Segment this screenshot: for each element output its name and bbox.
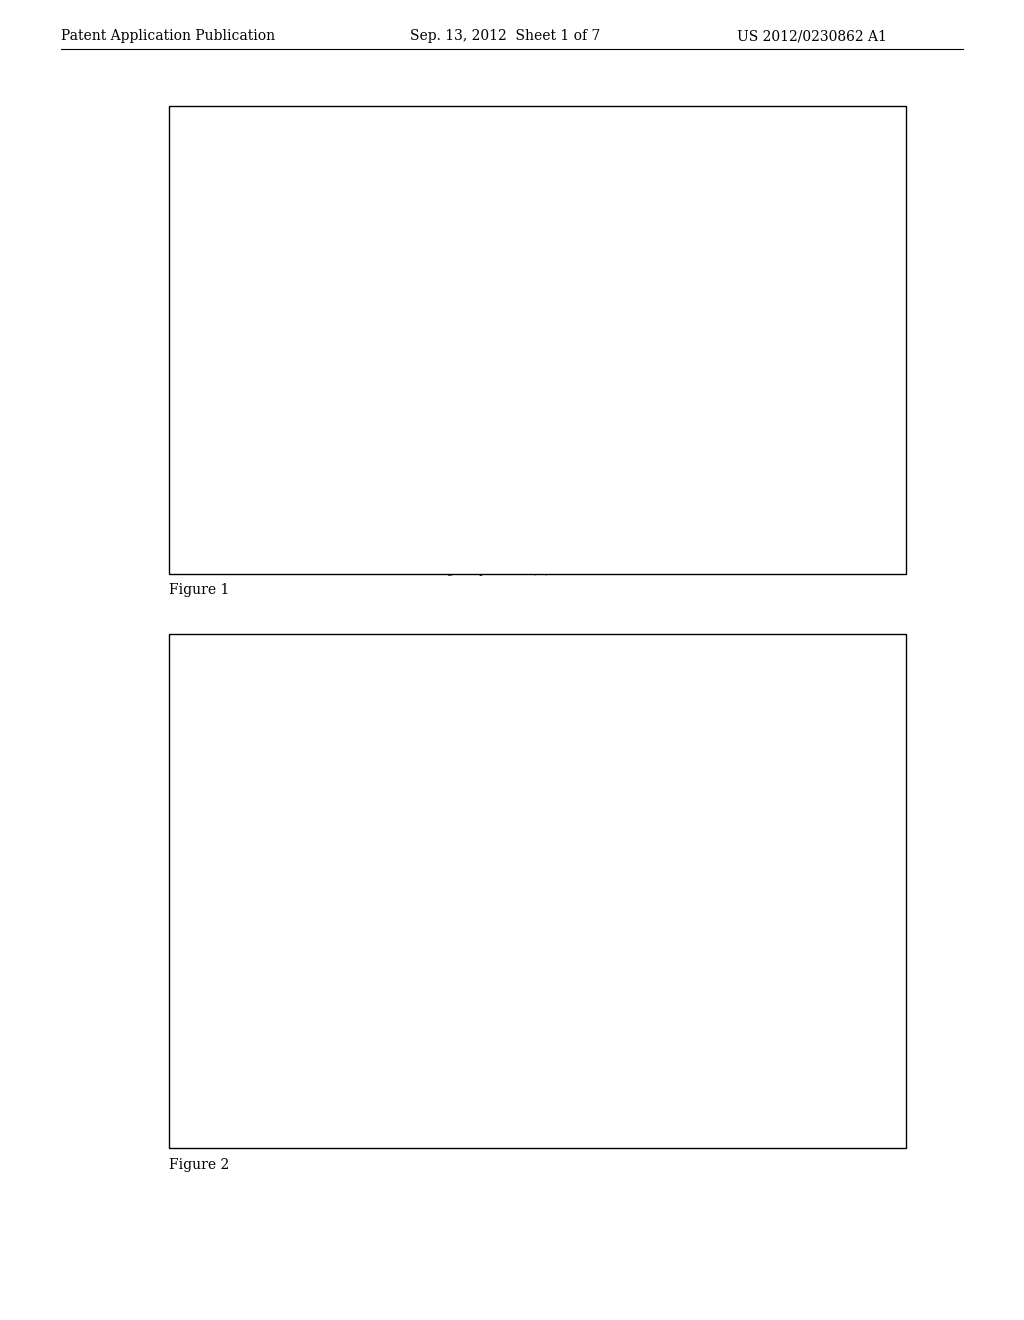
Line: Alloy 4: Alloy 4 [325,392,623,421]
Text: Patent Application Publication: Patent Application Publication [61,29,275,44]
Alloy 1 [322,892,334,908]
X-axis label: Annealing temperature (C): Annealing temperature (C) [397,1137,550,1147]
Text: Sep. 13, 2012  Sheet 1 of 7: Sep. 13, 2012 Sheet 1 of 7 [410,29,600,44]
Title: UTS x Elongation, batch annealed, 20 hours, transverse direction: UTS x Elongation, batch annealed, 20 hou… [289,137,658,147]
Alloy 4 [613,391,626,407]
Title: UTS x Elongation, batch annealed, 20 hours, longitudinal direction: UTS x Elongation, batch annealed, 20 hou… [285,675,663,684]
Line: Alloy 1: Alloy 1 [325,743,623,904]
Y-axis label: UTS x Elongation: UTS x Elongation [179,297,189,396]
Text: Figure 2: Figure 2 [169,1158,229,1172]
Alloy 1 [613,871,626,887]
Alloy 5 [516,536,528,552]
Alloy 4 [322,876,334,892]
Line: Alloy 5: Alloy 5 [325,833,623,962]
Text: US 2012/0230862 A1: US 2012/0230862 A1 [737,29,887,44]
Alloy 4 [613,969,626,985]
Alloy 1 [419,251,431,267]
Alloy 5 [322,950,334,966]
Alloy 5 [419,892,431,908]
Alloy 1 [419,739,431,755]
Alloy 1 [613,244,626,260]
Legend: Alloy 1, Alloy 4, Alloy 5: Alloy 1, Alloy 4, Alloy 5 [746,875,821,925]
Alloy 5 [516,871,528,887]
Alloy 5 [613,536,626,552]
Legend: Alloy 1, Alloy 4, Alloy 5: Alloy 1, Alloy 4, Alloy 5 [746,321,821,372]
Alloy 1 [516,202,528,218]
Alloy 4 [516,397,528,413]
Alloy 4 [322,411,334,426]
Y-axis label: UTS x Elongation: UTS x Elongation [179,851,189,949]
Alloy 1 [516,840,528,855]
Alloy 4 [419,387,431,403]
Line: Alloy 1: Alloy 1 [325,207,623,292]
X-axis label: Annealing temperature (C): Annealing temperature (C) [397,566,550,577]
Alloy 5 [322,529,334,545]
Alloy 1 [322,280,334,296]
Alloy 4 [419,940,431,956]
Line: Alloy 5: Alloy 5 [325,533,623,548]
Alloy 4 [516,948,528,964]
Line: Alloy 4: Alloy 4 [325,880,623,981]
Alloy 5 [419,529,431,545]
Alloy 5 [613,829,626,845]
Text: Figure 1: Figure 1 [169,583,229,598]
